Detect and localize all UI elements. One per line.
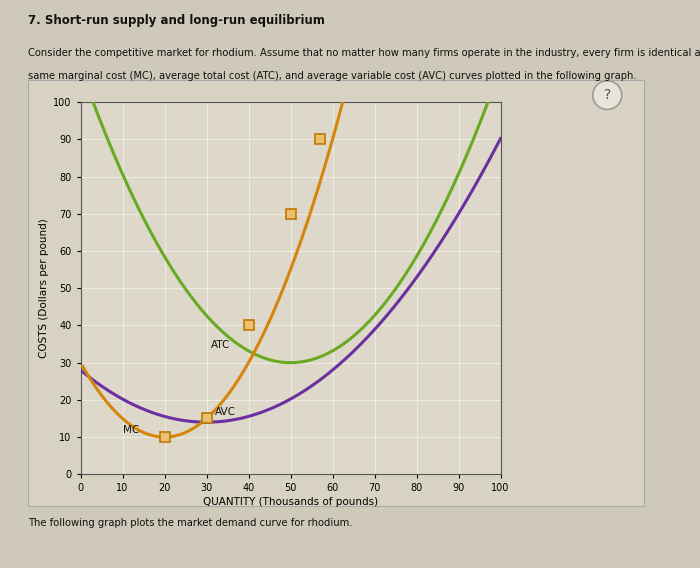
- Text: The following graph plots the market demand curve for rhodium.: The following graph plots the market dem…: [28, 518, 353, 528]
- Text: AVC: AVC: [215, 407, 236, 417]
- Circle shape: [593, 81, 622, 110]
- Text: 7. Short-run supply and long-run equilibrium: 7. Short-run supply and long-run equilib…: [28, 14, 325, 27]
- X-axis label: QUANTITY (Thousands of pounds): QUANTITY (Thousands of pounds): [203, 498, 378, 507]
- Text: MC: MC: [122, 425, 139, 435]
- Text: ?: ?: [603, 88, 611, 102]
- Text: same marginal cost (MC), average total cost (ATC), and average variable cost (AV: same marginal cost (MC), average total c…: [28, 71, 636, 81]
- Text: ATC: ATC: [211, 340, 230, 350]
- Text: Consider the competitive market for rhodium. Assume that no matter how many firm: Consider the competitive market for rhod…: [28, 48, 700, 59]
- Y-axis label: COSTS (Dollars per pound): COSTS (Dollars per pound): [39, 218, 49, 358]
